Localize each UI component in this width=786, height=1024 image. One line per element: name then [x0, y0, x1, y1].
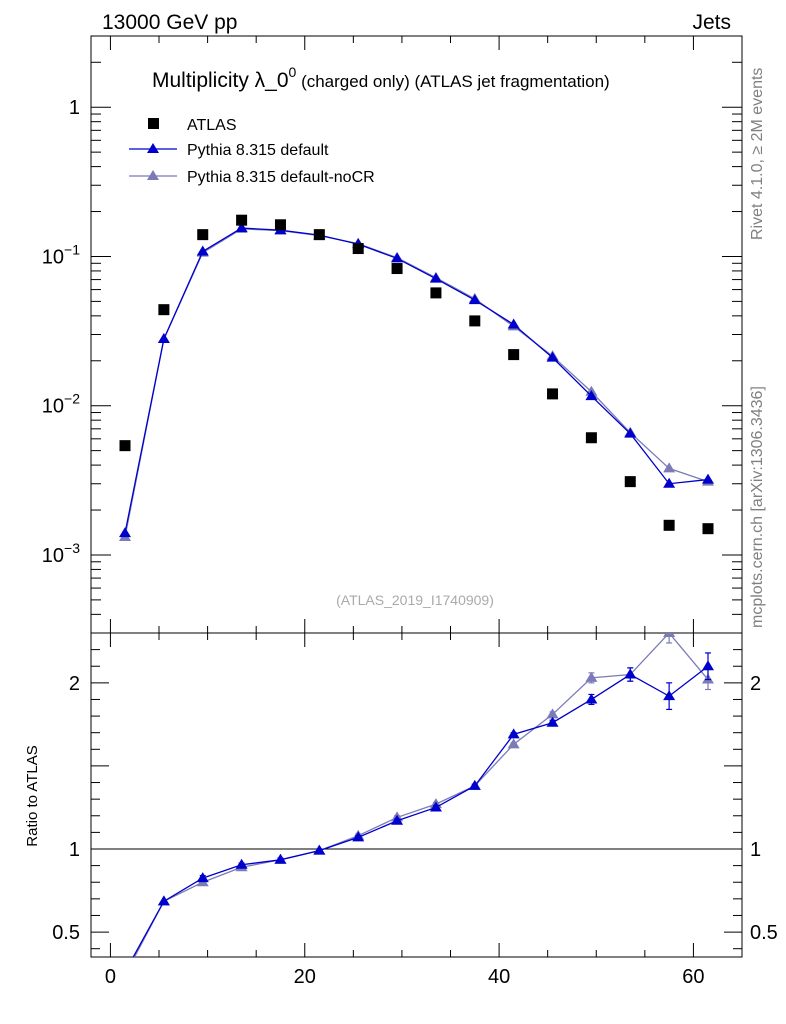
- ratio-point-default: [701, 660, 714, 671]
- point-atlas: [274, 219, 286, 231]
- legend-label-atlas: ATLAS: [187, 117, 237, 134]
- point-default: [468, 294, 481, 305]
- chart-title: Multiplicity λ_00 (charged only) (ATLAS …: [152, 64, 610, 92]
- y-tick-label-exponent: −3: [64, 540, 80, 556]
- y-tick-label-ratio-right: 1: [750, 839, 761, 861]
- legend-label-default: Pythia 8.315 default: [187, 142, 329, 159]
- point-atlas: [624, 476, 636, 488]
- point-default: [701, 473, 714, 484]
- ratio-line-nocr: [133, 633, 709, 957]
- series-line-default: [124, 227, 709, 534]
- point-default: [663, 477, 676, 488]
- ratio-point-default: [468, 779, 481, 790]
- ratio-line-default: [132, 665, 709, 957]
- ratio-point-default: [313, 844, 326, 855]
- series-line-nocr: [124, 228, 709, 538]
- y-tick-label-ratio-right: 2: [750, 673, 761, 695]
- y-tick-label-top: 10−2: [42, 391, 80, 418]
- ratio-point-default: [196, 872, 209, 883]
- y-tick-label-top: 10−1: [42, 241, 80, 268]
- ratio-point-default: [119, 966, 131, 976]
- ratio-point-default: [429, 801, 442, 812]
- point-atlas: [236, 214, 248, 226]
- point-atlas: [430, 287, 442, 299]
- point-atlas: [391, 263, 403, 275]
- legend-marker-default: [147, 143, 159, 153]
- header-right: Jets: [692, 11, 731, 34]
- point-atlas: [702, 523, 714, 535]
- point-default: [585, 390, 598, 401]
- point-default: [546, 351, 559, 362]
- legend-marker-nocr: [147, 170, 159, 180]
- analysis-id: (ATLAS_2019_I1740909): [336, 592, 494, 608]
- ratio-point-default: [546, 716, 559, 727]
- title-main: Multiplicity λ_0: [152, 69, 289, 92]
- y-tick-label-exponent: −2: [64, 391, 80, 407]
- ratio-panel-frame: [90, 632, 743, 958]
- y-tick-label-base: 10: [42, 396, 64, 418]
- mcplots-label: mcplots.cern.ch [arXiv:1306.3436]: [749, 386, 766, 628]
- point-default: [119, 527, 132, 538]
- ratio-point-default: [391, 814, 404, 825]
- x-tick-label: 20: [294, 966, 316, 988]
- point-nocr: [663, 462, 676, 473]
- point-atlas: [197, 229, 209, 241]
- legend-marker-atlas: [148, 118, 159, 129]
- y-tick-label-base: 10: [42, 545, 64, 567]
- ratio-point-default: [157, 895, 170, 906]
- ratio-point-nocr: [546, 708, 559, 719]
- ratio-plot-area: [119, 633, 714, 979]
- point-atlas: [158, 304, 170, 316]
- x-tick-label: 40: [488, 966, 510, 988]
- point-atlas: [313, 229, 325, 241]
- ratio-point-default: [235, 858, 248, 869]
- y-tick-label-exponent: −1: [64, 241, 80, 257]
- ratio-point-nocr: [507, 738, 520, 749]
- title-sup: 0: [289, 64, 297, 80]
- ratio-point-default: [585, 693, 598, 704]
- ratio-ylabel: Ratio to ATLAS: [24, 745, 41, 846]
- ratio-point-default: [352, 831, 365, 842]
- point-default: [196, 245, 209, 256]
- y-tick-label-ratio-right: 0.5: [750, 922, 778, 944]
- top-plot-area: [119, 214, 714, 541]
- point-atlas: [508, 349, 520, 361]
- rivet-label: Rivet 4.1.0, ≥ 2M events: [749, 68, 766, 240]
- y-tick-label-ratio-left: 1: [69, 839, 80, 861]
- ratio-point-default: [663, 690, 676, 701]
- x-tick-label: 0: [105, 966, 116, 988]
- point-default: [507, 318, 520, 329]
- point-atlas: [119, 440, 131, 452]
- y-tick-label-ratio-left: 2: [69, 673, 80, 695]
- legend-label-nocr: Pythia 8.315 default-noCR: [187, 169, 375, 186]
- ratio-point-default: [274, 853, 287, 864]
- legend: ATLAS Pythia 8.315 default Pythia 8.315 …: [129, 117, 375, 186]
- ratio-point-nocr: [585, 671, 598, 682]
- point-atlas: [352, 243, 364, 255]
- ratio-point-nocr: [119, 969, 131, 979]
- ratio-point-nocr: [663, 633, 676, 637]
- y-tick-label-top: 1: [69, 97, 80, 119]
- header-left: 13000 GeV pp: [102, 11, 237, 34]
- point-default: [391, 252, 404, 263]
- point-default: [235, 222, 248, 233]
- point-atlas: [663, 519, 675, 531]
- x-tick-label: 60: [682, 966, 704, 988]
- point-default: [624, 427, 637, 438]
- y-tick-label-base: 1: [69, 97, 80, 119]
- y-tick-label-base: 10: [42, 246, 64, 268]
- point-default: [429, 272, 442, 283]
- y-tick-label-ratio-left: 0.5: [52, 922, 80, 944]
- ratio-point-default: [507, 728, 520, 739]
- point-atlas: [547, 388, 559, 400]
- y-tick-label-top: 10−3: [42, 540, 80, 567]
- point-atlas: [469, 315, 481, 327]
- point-atlas: [585, 432, 597, 444]
- point-default: [157, 332, 170, 343]
- title-sub: (charged only) (ATLAS jet fragmentation): [296, 72, 609, 91]
- ratio-point-default: [624, 668, 637, 679]
